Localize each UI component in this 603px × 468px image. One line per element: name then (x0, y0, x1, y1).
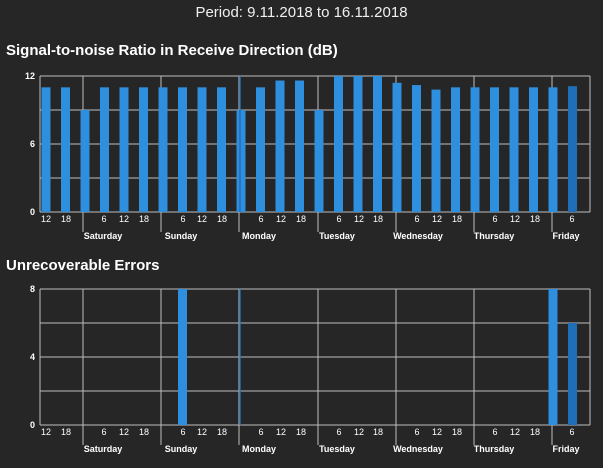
x-tick-label: 18 (139, 427, 149, 437)
x-day-label: Wednesday (393, 231, 443, 241)
x-tick-label: 6 (180, 214, 185, 224)
x-tick-label: 18 (530, 427, 540, 437)
x-tick-label: 18 (373, 214, 383, 224)
bar (80, 110, 90, 212)
bar (178, 289, 187, 425)
bar (41, 87, 51, 212)
x-tick-label: 6 (101, 214, 106, 224)
x-tick-label: 18 (61, 427, 71, 437)
bar (158, 87, 168, 212)
bar (451, 87, 460, 212)
x-tick-label: 6 (258, 427, 263, 437)
x-tick-label: 12 (510, 214, 520, 224)
x-tick-label: 18 (296, 427, 306, 437)
x-day-label: Monday (242, 444, 276, 454)
x-tick-label: 12 (354, 214, 364, 224)
bar (100, 87, 109, 212)
errors-chart: 0 4 8 12 18 6 12 18 6 12 18 6 12 18 6 12 18 6 12 18 6 12 18 6 Sa… (30, 284, 591, 454)
bar (353, 76, 363, 212)
x-tick-label: 18 (217, 214, 227, 224)
x-tick-label: 6 (180, 427, 185, 437)
bar (490, 87, 499, 212)
x-day-label: Saturday (84, 444, 123, 454)
bar (256, 87, 265, 212)
y-tick-label: 0 (30, 420, 35, 430)
x-day-label: Tuesday (319, 444, 355, 454)
y-tick-label: 8 (30, 284, 35, 294)
x-day-label: Wednesday (393, 444, 443, 454)
y-tick-label: 4 (30, 352, 35, 362)
x-tick-label: 12 (354, 427, 364, 437)
x-tick-label: 6 (492, 214, 497, 224)
bar (334, 76, 343, 212)
x-tick-label: 12 (276, 427, 286, 437)
bar (529, 87, 538, 212)
bar (373, 76, 382, 212)
bar (295, 80, 304, 213)
x-tick-label: 12 (510, 427, 520, 437)
bar (470, 87, 480, 212)
bar (119, 87, 129, 212)
bar (568, 323, 577, 425)
x-day-label: Friday (552, 444, 579, 454)
x-day-label: Sunday (165, 231, 198, 241)
x-day-label: Thursday (474, 231, 515, 241)
bar (509, 87, 519, 212)
x-tick-label: 12 (432, 427, 442, 437)
x-tick-label: 18 (296, 214, 306, 224)
x-tick-label: 6 (414, 214, 419, 224)
y-tick-label: 6 (30, 139, 35, 149)
x-tick-label: 12 (432, 214, 442, 224)
x-tick-label: 12 (41, 427, 51, 437)
x-tick-label: 18 (373, 427, 383, 437)
x-tick-label: 18 (61, 214, 71, 224)
x-day-label: Sunday (165, 444, 198, 454)
x-tick-label: 6 (101, 427, 106, 437)
x-tick-label: 12 (197, 214, 207, 224)
bar (61, 87, 70, 212)
bar (314, 110, 324, 212)
bar (431, 89, 441, 212)
y-tick-label: 12 (25, 71, 35, 81)
x-tick-label: 12 (119, 427, 129, 437)
x-tick-label: 12 (119, 214, 129, 224)
bar (139, 87, 148, 212)
x-tick-label: 6 (336, 427, 341, 437)
x-tick-label: 12 (276, 214, 286, 224)
x-tick-label: 18 (452, 427, 462, 437)
bar (178, 87, 187, 212)
x-tick-label: 6 (569, 214, 574, 224)
bar (568, 86, 577, 212)
x-tick-label: 6 (336, 214, 341, 224)
errors-chart-title: Unrecoverable Errors (6, 257, 160, 274)
bar (197, 87, 207, 212)
x-day-label: Tuesday (319, 231, 355, 241)
y-tick-label: 0 (30, 207, 35, 217)
bar (392, 82, 402, 212)
x-tick-label: 12 (197, 427, 207, 437)
snr-chart: 0 6 12 12 18 6 12 18 6 12 18 6 12 18 6 12 18 6 12 18 6 12 18 6 S… (25, 71, 591, 241)
x-day-label: Thursday (474, 444, 515, 454)
x-day-label: Saturday (84, 231, 123, 241)
x-tick-label: 18 (530, 214, 540, 224)
x-tick-label: 6 (569, 427, 574, 437)
bar (548, 289, 558, 425)
bar (412, 85, 421, 212)
x-tick-label: 6 (414, 427, 419, 437)
x-tick-label: 18 (217, 427, 227, 437)
bar (217, 87, 226, 212)
x-tick-label: 18 (452, 214, 462, 224)
bar (236, 110, 246, 212)
bar (548, 87, 558, 212)
x-tick-label: 18 (139, 214, 149, 224)
period-label: Period: 9.11.2018 to 16.11.2018 (195, 4, 408, 21)
x-tick-label: 6 (258, 214, 263, 224)
snr-chart-title: Signal-to-noise Ratio in Receive Directi… (6, 42, 338, 59)
x-tick-label: 6 (492, 427, 497, 437)
x-day-label: Monday (242, 231, 276, 241)
bar (275, 80, 285, 213)
x-day-label: Friday (552, 231, 579, 241)
x-tick-label: 12 (41, 214, 51, 224)
